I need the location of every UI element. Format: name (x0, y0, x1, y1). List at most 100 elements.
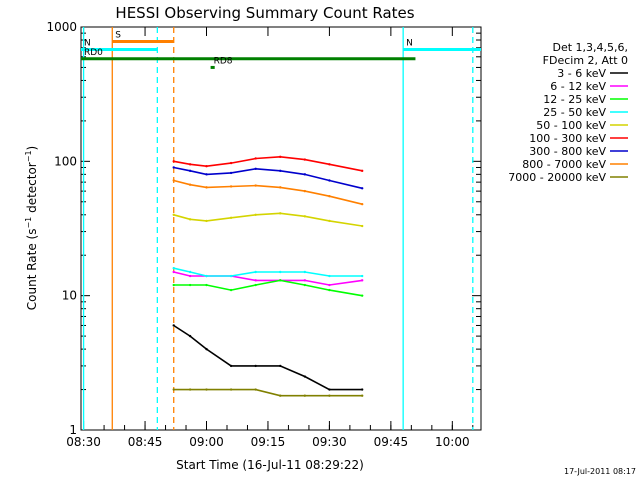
series-point (172, 160, 175, 163)
legend-entry: 6 - 12 keV (550, 80, 606, 93)
series-point (303, 394, 307, 397)
series-point (172, 388, 175, 391)
event-vlines (82, 27, 474, 430)
series-point (360, 224, 364, 228)
series-point (254, 184, 257, 187)
series-point (303, 189, 307, 193)
series-point (279, 270, 282, 274)
legend-entry: 100 - 300 keV (529, 132, 606, 145)
series-point (328, 219, 331, 223)
series-point (328, 388, 331, 391)
series-line (173, 212, 363, 227)
legend-entry: 12 - 25 keV (543, 93, 606, 106)
chart-title: HESSI Observing Summary Count Rates (115, 4, 414, 22)
ylabel-end: ) (25, 146, 39, 151)
series-point (229, 288, 233, 292)
ylabel-mid: detector (25, 162, 39, 217)
y-tick-label: 10 (62, 289, 77, 303)
series-lines (172, 155, 364, 397)
timestamp: 17-Jul-2011 08:17 (564, 467, 636, 476)
series-point (303, 215, 307, 218)
series-point (229, 274, 233, 278)
y-axis-label: Count Rate (s−1 detector−1) (24, 146, 39, 310)
series-point (205, 219, 208, 223)
series-point (188, 388, 192, 391)
x-axis-ticks: 08:30 08:45 09:00 09:15 09:30 09:45 10:00 (66, 27, 474, 449)
y-axis-ticks: 1 10 100 1000 (46, 20, 481, 437)
series-line (173, 267, 363, 277)
series-point (188, 283, 192, 287)
series-point (254, 283, 257, 287)
series-point (254, 270, 257, 274)
series-point (172, 270, 175, 274)
series-point (205, 164, 208, 168)
legend-entry: 7000 - 20000 keV (508, 171, 606, 184)
series-point (205, 186, 208, 189)
series-point (188, 218, 192, 221)
series-point (172, 166, 175, 169)
series-point (205, 274, 208, 278)
series-point (279, 279, 282, 282)
series-point (229, 185, 233, 188)
series-point (205, 173, 208, 176)
flag-label: N (84, 38, 91, 48)
series-line (173, 166, 363, 190)
series-point (303, 375, 307, 378)
series-point (188, 334, 192, 338)
legend: Det 1,3,4,5,6, FDecim 2, Att 0 3 - 6 keV… (508, 41, 628, 184)
series-point (303, 270, 307, 274)
y-axis-label-text: Count Rate (s−1 detector−1) (24, 146, 39, 310)
y-tick-label: 100 (54, 154, 77, 168)
series-point (172, 213, 175, 216)
series-point (188, 274, 192, 278)
series-point (360, 202, 364, 206)
series-point (328, 394, 331, 397)
legend-entry: 800 - 7000 keV (522, 158, 606, 171)
x-tick-label: 09:15 (251, 435, 286, 449)
series-point (360, 388, 364, 391)
series-point (279, 364, 282, 368)
legend-entry: 50 - 100 keV (536, 119, 606, 132)
legend-entry: 300 - 800 keV (529, 145, 606, 158)
flag-label: RD8 (214, 56, 233, 66)
series-point (303, 173, 307, 176)
series-point (360, 294, 364, 297)
flag-label: S (115, 30, 121, 40)
ylabel-main: Count Rate (s (25, 229, 39, 311)
series-point (328, 288, 331, 292)
series-line (173, 279, 363, 297)
series-point (254, 157, 257, 160)
series-point (188, 183, 192, 186)
x-axis-label: Start Time (16-Jul-11 08:29:22) (176, 458, 364, 472)
ylabel-exp1: −1 (24, 217, 33, 229)
series-line (173, 155, 363, 172)
series-point (303, 279, 307, 282)
series-point (229, 171, 233, 175)
series-point (229, 364, 233, 368)
series-point (279, 169, 282, 173)
legend-header-2: FDecim 2, Att 0 (543, 54, 628, 67)
series-point (254, 364, 257, 368)
x-tick-label: 08:45 (128, 435, 163, 449)
series-point (328, 283, 331, 287)
x-tick-label: 08:30 (66, 435, 101, 449)
series-point (360, 279, 364, 282)
x-tick-label: 09:00 (189, 435, 224, 449)
flag-label: N (406, 38, 413, 48)
series-point (328, 179, 331, 182)
series-point (205, 347, 208, 351)
series-point (172, 283, 175, 287)
ylabel-exp2: −1 (24, 150, 33, 162)
series-point (328, 163, 331, 166)
series-point (279, 186, 282, 189)
x-tick-label: 09:30 (312, 435, 347, 449)
series-point (254, 167, 257, 170)
series-point (188, 169, 192, 173)
series-point (229, 216, 233, 219)
series-point (172, 267, 175, 270)
series-point (328, 195, 331, 198)
series-line (173, 179, 363, 205)
